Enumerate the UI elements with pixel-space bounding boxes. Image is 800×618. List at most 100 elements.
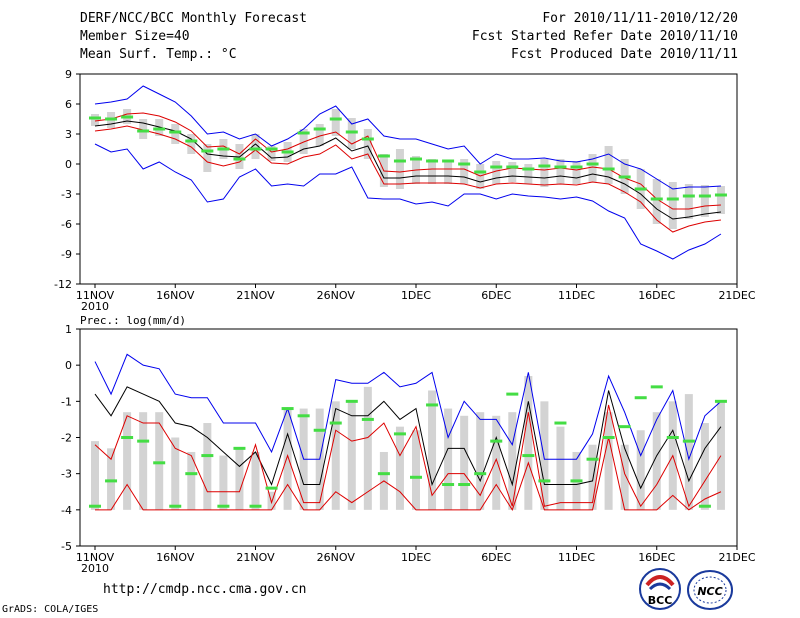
spread-bar (460, 159, 469, 184)
ensemble-mark (490, 439, 503, 443)
y-tick-label: -9 (61, 248, 72, 261)
x-tick-label: 6DEC (481, 289, 511, 302)
series-line-mean (94, 386, 722, 490)
ensemble-mark (137, 439, 150, 443)
spread-bar (540, 159, 549, 187)
ensemble-mark (297, 131, 310, 135)
spread-bar (524, 376, 533, 510)
x-tick-label: 11DEC (558, 551, 595, 564)
ensemble-mark (650, 197, 663, 201)
forecast-period: For 2010/11/11-2010/12/20 (542, 11, 738, 26)
ensemble-mark (313, 428, 326, 432)
x-year-label: 2010 (81, 300, 109, 313)
spread-bar (347, 401, 356, 510)
y-tick-label: 6 (65, 98, 72, 111)
spread-bar (620, 444, 629, 510)
x-tick-label: 11DEC (558, 289, 595, 302)
spread-bar (588, 154, 597, 182)
ensemble-mark (201, 454, 214, 458)
ensemble-mark (121, 436, 134, 439)
ensemble-mark (682, 194, 695, 198)
spread-bar (684, 394, 693, 510)
series-line-min (94, 143, 722, 260)
ensemble-mark (361, 417, 374, 421)
footer-url[interactable]: http://cmdp.ncc.cma.gov.cn (103, 582, 307, 597)
ensemble-mark (201, 149, 214, 153)
ensemble-mark (442, 483, 455, 487)
ensemble-mark (442, 159, 455, 163)
series-line-upper (94, 112, 721, 210)
ensemble-mark (249, 504, 262, 508)
spread-bar (412, 430, 420, 510)
spread-bar (668, 182, 677, 229)
y-tick-label: 9 (65, 68, 72, 81)
spread-bar (508, 412, 517, 510)
spread-bar (139, 412, 148, 510)
temperature-variable-label: Mean Surf. Temp.: °C (80, 47, 237, 62)
ensemble-mark (345, 130, 358, 134)
bcc-logo-text: BCC (648, 594, 673, 607)
ensemble-mark (586, 162, 599, 166)
spread-bar (684, 184, 693, 219)
spread-bar (123, 412, 132, 510)
ensemble-mark (233, 157, 246, 161)
ensemble-mark (618, 425, 631, 429)
ensemble-mark (506, 165, 519, 169)
spread-bar (700, 185, 709, 217)
ensemble-mark (410, 157, 422, 161)
spread-bar (91, 441, 99, 510)
series-line-max (94, 353, 722, 461)
x-tick-label: 21DEC (718, 551, 755, 564)
series-line-lower (94, 125, 722, 233)
y-tick-label: 1 (65, 323, 72, 336)
spread-bar (588, 444, 597, 510)
spread-bar (572, 161, 581, 184)
ensemble-mark (666, 436, 679, 439)
ensemble-mark (458, 162, 471, 166)
ensemble-mark (474, 170, 487, 174)
ensemble-mark (570, 165, 583, 169)
x-tick-label: 21DEC (718, 289, 755, 302)
spread-bar (251, 451, 260, 510)
y-tick-label: 0 (65, 158, 72, 171)
ensemble-mark (426, 403, 439, 407)
forecast-produced-date: Fcst Produced Date 2010/11/11 (511, 47, 738, 62)
ensemble-mark (169, 130, 182, 134)
y-tick-label: -3 (61, 468, 72, 481)
spread-bar (652, 412, 661, 510)
ensemble-mark (410, 475, 422, 479)
y-tick-label: -6 (61, 218, 72, 231)
spread-bar (395, 149, 404, 189)
spread-bar (556, 426, 565, 510)
x-tick-label: 1DEC (401, 289, 431, 302)
spread-bar (652, 179, 661, 224)
x-tick-label: 11NOV (76, 551, 115, 564)
ensemble-mark (602, 167, 615, 171)
ensemble-mark (538, 164, 551, 168)
precipitation-variable-label: Prec.: log(mm/d) (80, 314, 186, 327)
ensemble-mark (329, 421, 342, 425)
spread-bar (460, 415, 469, 510)
series-line-lower (95, 437, 722, 511)
spread-bar (315, 124, 324, 146)
spread-bar (219, 455, 228, 510)
series-line-upper (94, 404, 722, 508)
ensemble-mark (329, 117, 342, 121)
spread-bar (171, 124, 180, 144)
ensemble-mark (121, 115, 134, 119)
x-tick-label: 26NOV (317, 289, 356, 302)
ensemble-mark (377, 472, 390, 476)
spread-bar (107, 448, 116, 510)
spread-bar (604, 146, 613, 184)
y-tick-label: -3 (61, 188, 72, 201)
spread-bar (363, 129, 372, 159)
ensemble-mark (281, 150, 294, 154)
ensemble-mark (297, 414, 310, 418)
ensemble-mark (426, 159, 439, 163)
ensemble-mark (249, 147, 262, 151)
ensemble-mark (570, 479, 583, 483)
ensemble-mark (217, 504, 230, 508)
ensemble-mark (233, 446, 246, 450)
x-tick-label: 1DEC (401, 551, 431, 564)
